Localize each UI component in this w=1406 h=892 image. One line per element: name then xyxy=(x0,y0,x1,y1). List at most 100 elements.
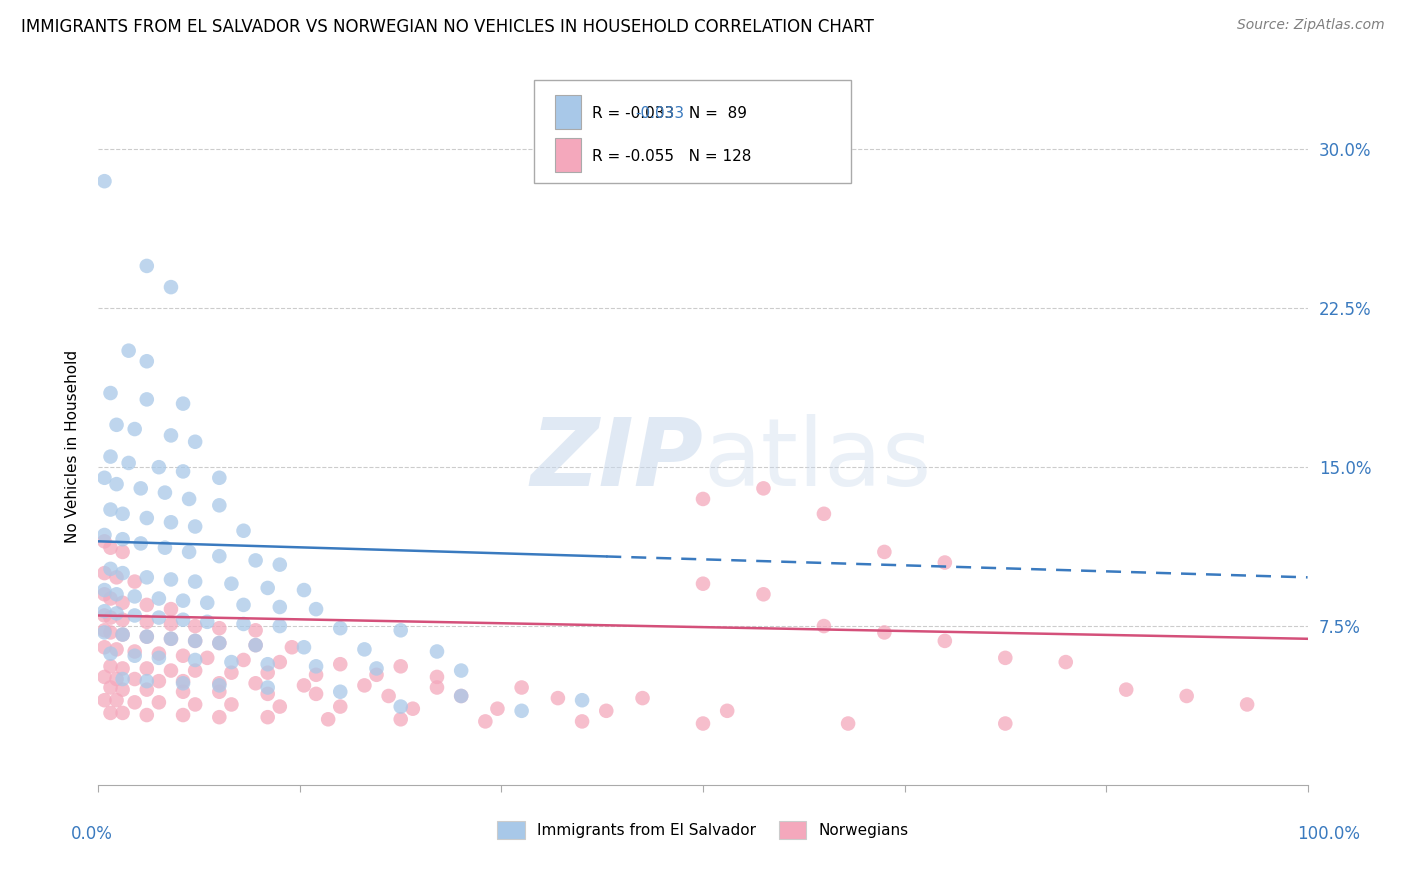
Point xyxy=(510,704,533,718)
Text: IMMIGRANTS FROM EL SALVADOR VS NORWEGIAN NO VEHICLES IN HOUSEHOLD CORRELATION CH: IMMIGRANTS FROM EL SALVADOR VS NORWEGIAN… xyxy=(21,18,875,36)
Point xyxy=(135,511,157,525)
Point xyxy=(111,682,134,697)
Point xyxy=(105,477,128,491)
Point xyxy=(160,632,183,646)
Point xyxy=(571,714,593,729)
Point xyxy=(692,491,714,506)
Point xyxy=(184,664,207,678)
Point xyxy=(208,685,231,699)
Text: 0.0%: 0.0% xyxy=(70,825,112,843)
Point xyxy=(135,682,157,697)
Point xyxy=(111,613,134,627)
Point xyxy=(105,570,128,584)
Point xyxy=(474,714,496,729)
Point xyxy=(547,691,569,706)
Point xyxy=(631,691,654,706)
Point xyxy=(873,545,896,559)
Point xyxy=(389,699,412,714)
Point xyxy=(450,689,472,703)
Point xyxy=(256,581,278,595)
Point xyxy=(208,676,231,690)
Point xyxy=(366,667,388,681)
Point xyxy=(256,657,278,672)
Point xyxy=(184,698,207,712)
Text: ZIP: ZIP xyxy=(530,414,703,506)
Point xyxy=(93,604,115,618)
Point xyxy=(269,619,291,633)
Point xyxy=(329,685,352,699)
Point xyxy=(292,583,315,598)
Text: atlas: atlas xyxy=(703,414,931,506)
Point xyxy=(389,712,412,726)
Point xyxy=(256,665,278,680)
Point xyxy=(184,633,207,648)
Point xyxy=(172,685,194,699)
Point xyxy=(305,659,328,673)
Point xyxy=(124,422,146,436)
Point xyxy=(292,678,315,692)
Point xyxy=(105,607,128,621)
Point xyxy=(172,676,194,690)
Y-axis label: No Vehicles in Household: No Vehicles in Household xyxy=(65,350,80,542)
Point xyxy=(172,648,194,663)
Point xyxy=(208,710,231,724)
Point xyxy=(232,598,254,612)
Point xyxy=(179,545,201,559)
Point xyxy=(208,636,231,650)
Point xyxy=(245,553,267,567)
Point xyxy=(105,672,128,686)
Point xyxy=(232,617,254,632)
Point xyxy=(329,621,352,635)
Text: Source: ZipAtlas.com: Source: ZipAtlas.com xyxy=(1237,18,1385,32)
Point xyxy=(124,590,146,604)
Point xyxy=(184,519,207,533)
Point xyxy=(269,699,291,714)
Point xyxy=(426,681,449,695)
Point xyxy=(450,689,472,703)
Point xyxy=(245,676,267,690)
Point xyxy=(100,706,122,720)
Point xyxy=(93,528,115,542)
Point xyxy=(208,636,231,650)
Point xyxy=(111,545,134,559)
Point xyxy=(377,689,399,703)
Point xyxy=(195,615,218,629)
Point xyxy=(100,591,122,606)
Point xyxy=(486,701,509,715)
Point xyxy=(692,716,714,731)
Point xyxy=(184,619,207,633)
Point xyxy=(184,574,207,589)
Point xyxy=(1054,655,1077,669)
Point xyxy=(281,640,304,655)
Point xyxy=(153,485,176,500)
Point xyxy=(232,653,254,667)
Point xyxy=(93,471,115,485)
Point xyxy=(329,699,352,714)
Point xyxy=(111,672,134,686)
Point xyxy=(172,464,194,478)
Point xyxy=(256,681,278,695)
Point xyxy=(172,613,194,627)
Text: R = -0.033   N =  89: R = -0.033 N = 89 xyxy=(592,106,747,120)
Point xyxy=(305,667,328,681)
Point xyxy=(93,640,115,655)
Point xyxy=(100,625,122,640)
Point xyxy=(221,698,243,712)
Point xyxy=(93,693,115,707)
Point xyxy=(221,576,243,591)
Point xyxy=(402,701,425,715)
Point xyxy=(221,665,243,680)
Point xyxy=(172,396,194,410)
Point xyxy=(160,602,183,616)
Point xyxy=(124,574,146,589)
Point xyxy=(100,659,122,673)
Point xyxy=(305,602,328,616)
Point xyxy=(160,617,183,632)
Point xyxy=(135,354,157,368)
Point xyxy=(93,624,115,638)
Point xyxy=(184,434,207,449)
Point xyxy=(135,630,157,644)
Point xyxy=(595,704,617,718)
Point xyxy=(256,710,278,724)
Point xyxy=(100,647,122,661)
